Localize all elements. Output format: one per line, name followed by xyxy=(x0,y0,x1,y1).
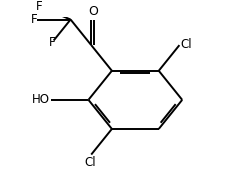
Text: F: F xyxy=(36,0,42,13)
Text: O: O xyxy=(88,5,97,18)
Text: Cl: Cl xyxy=(84,156,95,169)
Text: Cl: Cl xyxy=(180,38,191,51)
Text: F: F xyxy=(49,36,55,49)
Text: HO: HO xyxy=(32,93,50,106)
Text: F: F xyxy=(31,13,37,26)
